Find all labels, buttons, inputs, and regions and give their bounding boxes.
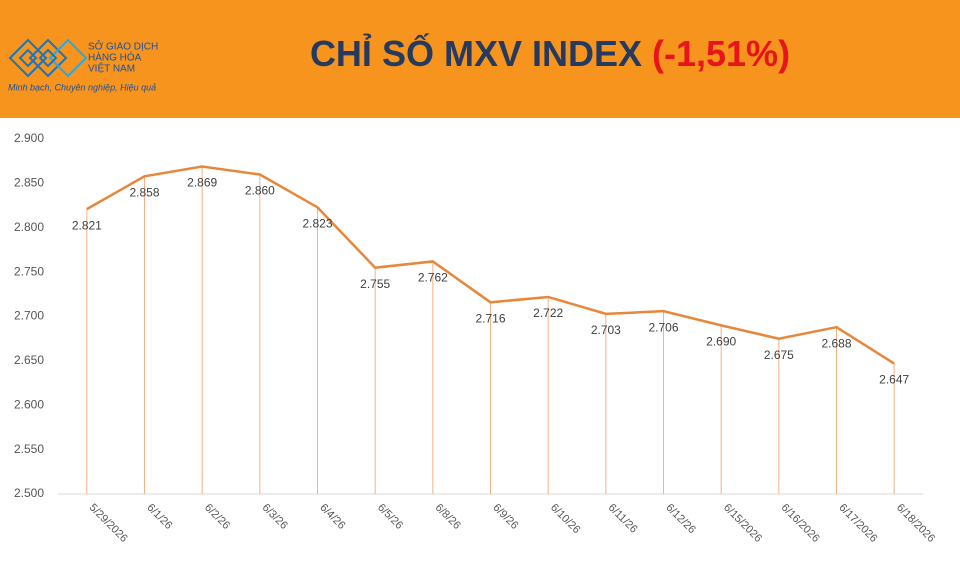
x-tick-label: 6/15/2026 bbox=[721, 502, 764, 545]
header-banner bbox=[0, 0, 960, 118]
data-label: 2.722 bbox=[533, 306, 563, 320]
y-tick-label: 2.700 bbox=[14, 309, 44, 323]
data-label: 2.703 bbox=[591, 323, 621, 337]
x-tick-label: 6/4/26 bbox=[317, 502, 347, 532]
x-tick-label: 6/8/26 bbox=[433, 502, 463, 532]
y-tick-label: 2.550 bbox=[14, 442, 44, 456]
x-tick-label: 6/2/26 bbox=[202, 502, 232, 532]
data-label: 2.688 bbox=[821, 336, 851, 350]
y-tick-label: 2.850 bbox=[14, 176, 44, 190]
logo-name: SỞ GIAO DỊCH bbox=[88, 40, 158, 53]
data-label: 2.869 bbox=[187, 176, 217, 190]
logo-slogan: Minh bạch, Chuyên nghiệp, Hiệu quả bbox=[8, 82, 156, 92]
series-line bbox=[86, 165, 895, 365]
x-tick-label: 6/5/26 bbox=[375, 502, 405, 532]
x-tick-label: 6/18/2026 bbox=[894, 502, 937, 545]
data-label: 2.755 bbox=[360, 277, 390, 291]
data-label: 2.675 bbox=[764, 348, 794, 362]
logo-name: VIỆT NAM bbox=[88, 62, 135, 75]
x-tick-label: 6/9/26 bbox=[490, 502, 520, 532]
logo-mark bbox=[8, 38, 88, 78]
logo-name: HÀNG HÓA bbox=[88, 51, 142, 64]
y-tick-label: 2.500 bbox=[14, 486, 44, 500]
x-tick-label: 6/17/2026 bbox=[836, 502, 879, 545]
data-label: 2.860 bbox=[245, 184, 275, 198]
data-label: 2.690 bbox=[706, 335, 736, 349]
x-tick-label: 6/1/26 bbox=[144, 502, 174, 532]
title-change: (-1,51%) bbox=[652, 33, 790, 74]
x-tick-label: 6/3/26 bbox=[260, 502, 290, 532]
data-label: 2.706 bbox=[648, 320, 678, 334]
x-tick-label: 5/29/2026 bbox=[87, 502, 130, 545]
x-tick-label: 6/12/26 bbox=[663, 502, 697, 536]
data-label: 2.821 bbox=[72, 218, 102, 232]
x-tick-label: 6/10/26 bbox=[548, 502, 582, 536]
x-tick-label: 6/11/26 bbox=[606, 502, 640, 536]
y-tick-label: 2.900 bbox=[14, 131, 44, 145]
data-label: 2.762 bbox=[418, 271, 448, 285]
y-tick-label: 2.600 bbox=[14, 397, 44, 411]
x-tick-label: 6/16/2026 bbox=[779, 502, 822, 545]
data-label: 2.716 bbox=[475, 311, 505, 325]
chart-title: CHỈ SỐ MXV INDEX (-1,51%) bbox=[310, 32, 790, 74]
data-label: 2.823 bbox=[302, 217, 332, 231]
data-label: 2.647 bbox=[879, 373, 909, 387]
title-text: CHỈ SỐ MXV INDEX bbox=[310, 32, 642, 74]
y-tick-label: 2.750 bbox=[14, 264, 44, 278]
y-tick-label: 2.650 bbox=[14, 353, 44, 367]
y-tick-label: 2.800 bbox=[14, 220, 44, 234]
data-label: 2.858 bbox=[129, 185, 159, 199]
